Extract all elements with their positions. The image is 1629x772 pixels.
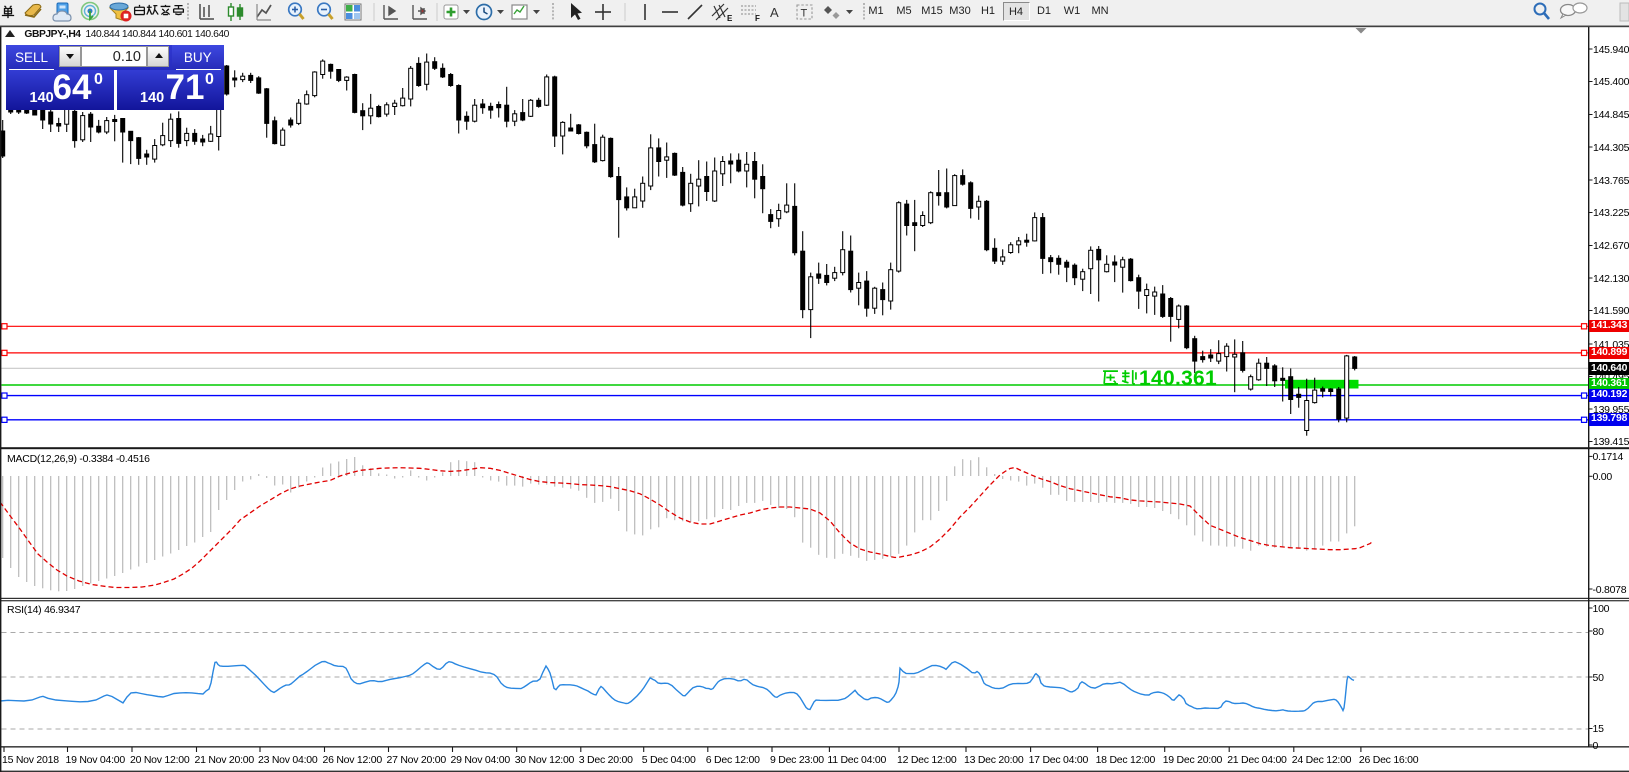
svg-text:E: E [727,14,733,23]
svg-text:A: A [770,5,779,20]
svg-text:140.361: 140.361 [1139,369,1217,389]
svg-text:F: F [755,14,760,23]
svg-text:T: T [801,8,808,20]
